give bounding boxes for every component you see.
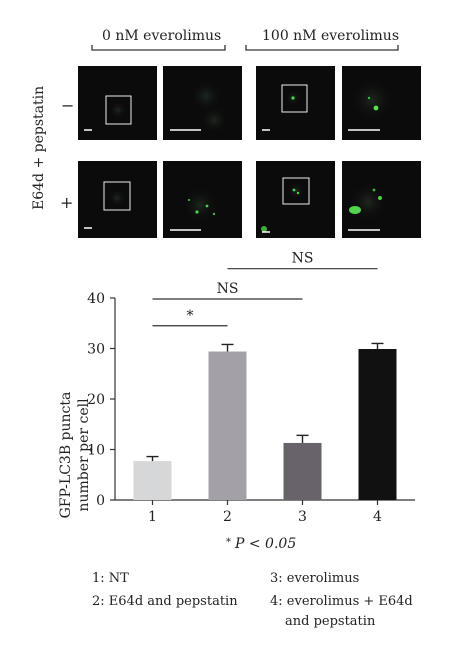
condition-label-0: 0 nM everolimus [102,28,222,44]
legend-item-1: 1: NT [92,571,129,586]
significance-label-0: * [187,308,194,324]
y-tick-label: 30 [87,342,105,358]
significance-label-2: NS [292,251,314,267]
y-tick-label: 0 [96,493,105,509]
footnote: * P < 0.05 [226,536,296,552]
panel-r2c3 [256,161,335,238]
row-sign-minus: − [61,96,75,115]
panel-r2c4 [342,161,421,238]
panel-r2c2 [163,161,242,238]
legend-item-4-cont: and pepstatin [285,614,376,629]
panel-r1c4 [342,66,421,140]
legend-item-4: 4: everolimus + E64d [270,594,413,609]
panel-r1c1 [78,66,157,140]
bar-2 [208,351,247,500]
panel-r1c2 [163,66,242,140]
condition-brackets [91,45,399,51]
bar-1 [133,461,172,500]
condition-label-1: 100 nM everolimus [262,28,400,44]
row-sign-plus: + [60,193,74,212]
panel-r1c3 [256,66,335,140]
microscopy-panels [78,66,421,238]
footnote-text: P < 0.05 [234,536,296,552]
bar-3 [283,442,322,500]
y-tick-label: 40 [87,291,105,307]
x-tick-label: 2 [223,509,232,525]
bar-4 [358,349,397,500]
y-tick-label: 20 [87,392,105,408]
y-tick-label: 10 [87,443,105,459]
y-axis-label-line1: GFP-LC3B puncta [58,392,74,519]
y-axis-label-line2: number per cell [76,398,92,512]
x-tick-label: 4 [373,509,382,525]
significance-label-1: NS [217,281,239,297]
legend-item-3: 3: everolimus [270,571,360,586]
bar-chart: 0 10 20 30 40 1 2 3 4 * NS NS GFP-LC3B puncta numb… [58,251,415,552]
x-tick-label: 3 [298,509,307,525]
x-tick-label: 1 [148,509,157,525]
legend-item-2: 2: E64d and pepstatin [92,594,238,609]
panel-r2c1 [78,161,157,238]
footnote-star: * [226,537,231,548]
